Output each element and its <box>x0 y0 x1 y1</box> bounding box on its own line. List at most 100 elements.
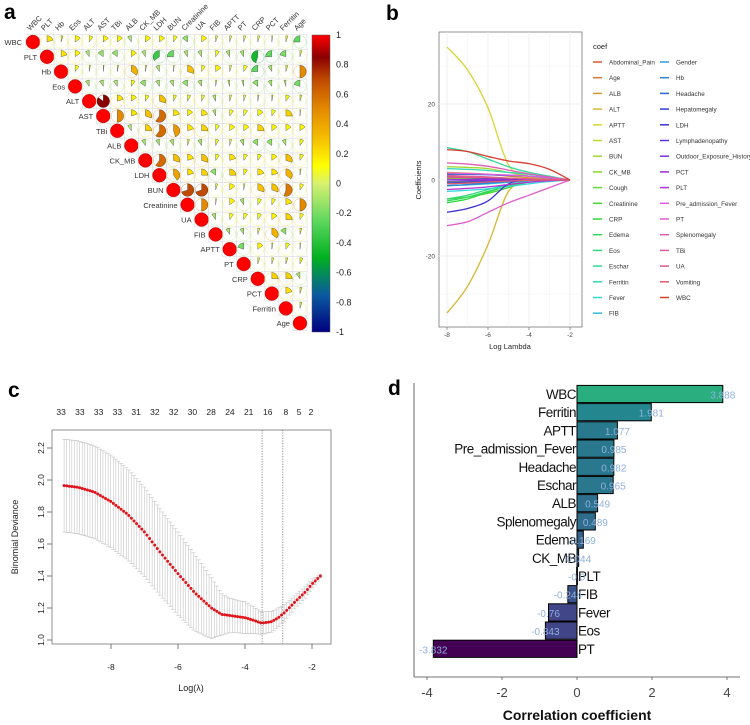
pie-wedge <box>215 139 219 146</box>
row-label: PT <box>224 260 234 269</box>
x-axis-title: Log Lambda <box>489 342 532 351</box>
legend-item: Creatinine <box>609 201 638 208</box>
pie-wedge <box>141 139 146 147</box>
bar-aptt <box>576 421 618 440</box>
pie-wedge <box>103 65 105 72</box>
top-axis-label: 2 <box>309 407 314 417</box>
category-label: Headache <box>518 460 576 475</box>
value-label: -0.0 <box>568 573 586 584</box>
diagonal-circle <box>250 271 265 286</box>
deviance-point <box>261 621 265 625</box>
top-axis-label: 5 <box>297 407 302 417</box>
pie-wedge <box>257 109 264 117</box>
pie-wedge <box>99 79 104 87</box>
bar-alb <box>576 494 599 513</box>
deviance-point <box>236 615 240 619</box>
pie-wedge <box>167 50 174 57</box>
pie-wedge <box>201 65 206 73</box>
value-label: 0.549 <box>585 500 610 511</box>
deviance-point <box>166 559 170 563</box>
top-axis-label: 28 <box>206 407 216 417</box>
deviance-point <box>202 599 206 603</box>
y-tick-label: 2.2 <box>36 442 46 454</box>
pie-wedge <box>155 139 160 147</box>
pie-wedge <box>265 50 273 57</box>
pie-wedge <box>173 124 180 138</box>
pie-wedge <box>201 109 208 117</box>
pie-wedge <box>173 168 180 181</box>
x-tick-label: -6 <box>485 332 491 339</box>
legend-item: Outdoor_Exposure_History <box>676 154 750 161</box>
deviance-point <box>186 583 190 587</box>
deviance-point <box>243 616 247 620</box>
pie-wedge <box>215 65 221 72</box>
category-label: FIB <box>578 587 598 602</box>
pie-wedge <box>243 94 246 102</box>
pie-wedge <box>257 198 262 206</box>
deviance-point <box>184 581 188 585</box>
pie-wedge <box>145 35 151 43</box>
pie-wedge <box>182 35 188 43</box>
coef-path-vomiting <box>446 179 571 185</box>
pie-wedge <box>285 213 293 220</box>
pie-wedge <box>243 35 246 43</box>
pie-wedge <box>117 94 124 102</box>
category-label: APTT <box>543 423 576 438</box>
pie-wedge <box>173 35 178 43</box>
category-label: PLT <box>578 569 601 584</box>
row-label: Ferritin <box>253 304 276 313</box>
deviance-point <box>83 487 87 491</box>
deviance-point <box>295 598 299 602</box>
value-label: -0.843 <box>531 627 560 638</box>
legend-item: PCT <box>676 169 689 176</box>
diagonal-circle <box>82 94 97 109</box>
pie-wedge <box>229 168 237 176</box>
pie-wedge <box>155 153 166 167</box>
top-axis-label: 33 <box>56 407 66 417</box>
pie-wedge <box>285 109 293 117</box>
row-label: PCT <box>247 290 262 299</box>
pie-wedge <box>74 50 81 58</box>
value-label: 3.888 <box>710 391 735 402</box>
pie-wedge <box>225 227 230 235</box>
deviance-point <box>230 614 234 618</box>
diagonal-circle <box>53 64 69 79</box>
row-label: BUN <box>148 186 164 195</box>
pie-wedge <box>252 139 258 146</box>
deviance-point <box>88 489 92 493</box>
legend-item: Pre_admission_Fever <box>676 201 737 208</box>
pie-wedge <box>187 168 194 176</box>
pie-wedge <box>239 198 244 206</box>
deviance-point <box>267 620 271 624</box>
legend-item: Abdominal_Pain <box>609 60 655 67</box>
diagonal-circle <box>278 301 294 316</box>
deviance-point <box>104 496 108 500</box>
x-tick-label: -6 <box>174 662 182 672</box>
row-label: APTT <box>201 245 221 254</box>
pie-wedge <box>187 94 191 102</box>
deviance-point <box>181 578 185 582</box>
deviance-point <box>207 604 211 608</box>
legend-item: Ferritin <box>609 279 629 286</box>
y-axis-title: Binomial Deviance <box>10 500 20 575</box>
deviance-point <box>168 562 172 566</box>
category-label: PT <box>578 642 595 657</box>
deviance-point <box>277 615 281 619</box>
top-axis-label: 32 <box>169 407 179 417</box>
deviance-point <box>189 586 193 590</box>
top-axis-label: 32 <box>150 407 160 417</box>
legend-item: UA <box>676 264 686 271</box>
pie-wedge <box>201 94 205 102</box>
deviance-point <box>148 536 152 540</box>
pie-wedge <box>257 168 265 176</box>
x-tick-label: -4 <box>526 332 532 339</box>
row-label: UA <box>181 216 191 225</box>
legend-title: coef <box>593 42 608 51</box>
y-tick-label: 1.8 <box>36 506 46 518</box>
deviance-point <box>106 498 110 502</box>
column-label: Eos <box>67 17 83 33</box>
deviance-point <box>272 618 276 622</box>
pie-wedge <box>103 35 109 43</box>
pie-wedge <box>285 198 293 206</box>
pie-wedge <box>237 242 244 250</box>
